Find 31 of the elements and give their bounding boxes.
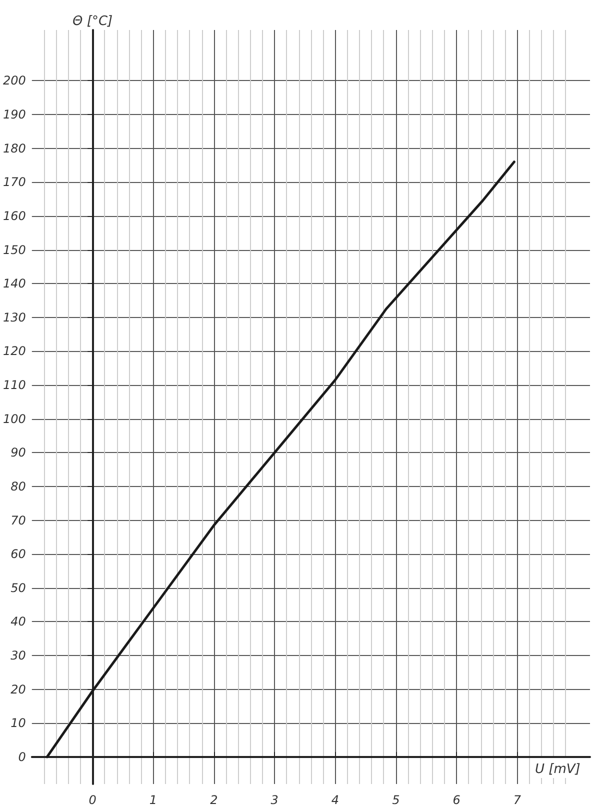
y-tick-label: 190 [3,108,26,122]
y-tick-label: 100 [3,412,26,426]
y-tick-label: 80 [10,479,26,494]
y-tick-label: 0 [18,750,26,764]
y-tick-label: 170 [3,175,26,190]
y-tick-label: 150 [3,242,26,257]
x-tick-label: 7 [513,793,522,806]
x-tick-label: 1 [149,793,158,806]
y-tick-label: 70 [10,513,26,528]
y-tick-label: 110 [3,378,26,392]
y-tick-label: 200 [3,74,26,88]
y-axis-title: Θ [°C] [72,14,113,29]
y-tick-label: 50 [10,580,26,595]
y-tick-label: 130 [3,310,26,324]
y-tick-label: 40 [10,614,26,629]
y-tick-label: 30 [10,648,26,663]
x-tick-label: 3 [270,793,278,806]
y-tick-label: 10 [10,716,26,730]
y-tick-label: 180 [3,141,26,156]
x-tick-label: 2 [210,793,218,806]
y-tick-label: 90 [10,446,26,460]
y-tick-label: 60 [10,547,26,562]
x-axis-title: U [mV] [535,762,580,777]
x-tick-label: 6 [452,793,461,806]
x-tick-label: 0 [88,793,97,806]
y-tick-label: 140 [3,276,26,291]
x-tick-label: 5 [392,793,400,806]
x-tick-label: 4 [331,793,340,806]
y-tick-label: 20 [10,682,26,696]
y-tick-label: 120 [3,344,26,358]
y-tick-label: 160 [3,208,26,223]
